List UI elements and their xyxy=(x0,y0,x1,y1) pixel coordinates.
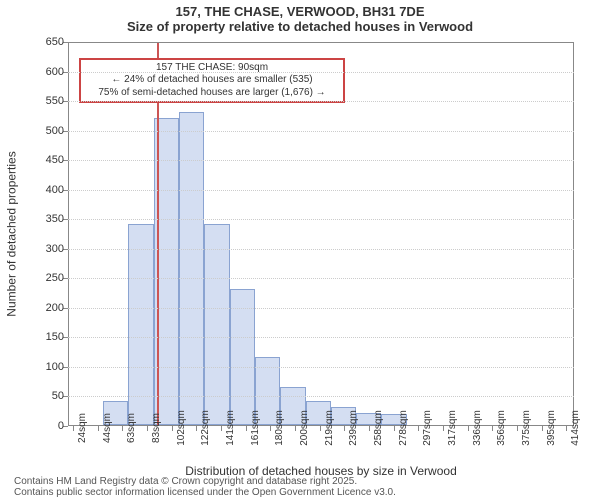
xtick-mark xyxy=(172,426,173,431)
xtick-mark xyxy=(98,426,99,431)
gridline-h xyxy=(68,249,574,250)
ytick-label: 450 xyxy=(28,154,64,166)
xtick-mark xyxy=(196,426,197,431)
ytick-label: 300 xyxy=(28,243,64,255)
xtick-mark xyxy=(443,426,444,431)
xtick-label: 414sqm xyxy=(570,410,581,446)
histogram-bar xyxy=(204,224,229,425)
chart-title-block: 157, THE CHASE, VERWOOD, BH31 7DE Size o… xyxy=(0,4,600,34)
xtick-label: 297sqm xyxy=(422,410,433,446)
xtick-mark xyxy=(320,426,321,431)
xtick-mark xyxy=(369,426,370,431)
caption-line2: Contains public sector information licen… xyxy=(14,487,396,498)
xtick-label: 63sqm xyxy=(126,413,137,443)
ytick-label: 250 xyxy=(28,272,64,284)
chart-title-line2: Size of property relative to detached ho… xyxy=(0,19,600,34)
xtick-mark xyxy=(344,426,345,431)
gridline-h xyxy=(68,367,574,368)
gridline-h xyxy=(68,72,574,73)
xtick-mark xyxy=(418,426,419,431)
annotation-line2: ← 24% of detached houses are smaller (53… xyxy=(85,74,339,87)
xtick-mark xyxy=(517,426,518,431)
xtick-label: 24sqm xyxy=(77,413,88,443)
annotation-box: 157 THE CHASE: 90sqm← 24% of detached ho… xyxy=(79,58,345,104)
ytick-label: 100 xyxy=(28,361,64,373)
ytick-label: 500 xyxy=(28,125,64,137)
xtick-label: 239sqm xyxy=(348,410,359,446)
xtick-label: 200sqm xyxy=(299,410,310,446)
caption-line1: Contains HM Land Registry data © Crown c… xyxy=(14,476,396,487)
xtick-mark xyxy=(147,426,148,431)
ytick-label: 400 xyxy=(28,184,64,196)
xtick-mark xyxy=(492,426,493,431)
xtick-mark xyxy=(122,426,123,431)
xtick-mark xyxy=(221,426,222,431)
gridline-h xyxy=(68,308,574,309)
y-axis-label-wrap: Number of detached properties xyxy=(2,42,22,426)
ytick-label: 600 xyxy=(28,66,64,78)
gridline-h xyxy=(68,219,574,220)
annotation-line3: 75% of semi-detached houses are larger (… xyxy=(85,87,339,100)
chart-root: { "chart": { "type": "histogram", "title… xyxy=(0,0,600,500)
chart-title-line1: 157, THE CHASE, VERWOOD, BH31 7DE xyxy=(0,4,600,19)
gridline-h xyxy=(68,190,574,191)
xtick-label: 356sqm xyxy=(496,410,507,446)
xtick-label: 395sqm xyxy=(546,410,557,446)
xtick-label: 180sqm xyxy=(274,410,285,446)
ytick-label: 350 xyxy=(28,213,64,225)
histogram-bar xyxy=(128,224,153,425)
ytick-label: 200 xyxy=(28,302,64,314)
ytick-label: 650 xyxy=(28,36,64,48)
histogram-bar xyxy=(230,289,255,425)
xtick-mark xyxy=(542,426,543,431)
xtick-mark xyxy=(295,426,296,431)
gridline-h xyxy=(68,160,574,161)
xtick-label: 161sqm xyxy=(250,410,261,446)
ytick-label: 50 xyxy=(28,390,64,402)
xtick-mark xyxy=(394,426,395,431)
xtick-label: 141sqm xyxy=(225,410,236,446)
xtick-label: 278sqm xyxy=(398,410,409,446)
xtick-label: 44sqm xyxy=(102,413,113,443)
xtick-label: 375sqm xyxy=(521,410,532,446)
xtick-label: 258sqm xyxy=(373,410,384,446)
gridline-h xyxy=(68,101,574,102)
xtick-mark xyxy=(566,426,567,431)
xtick-mark xyxy=(270,426,271,431)
gridline-h xyxy=(68,337,574,338)
ytick-label: 0 xyxy=(28,420,64,432)
xtick-label: 219sqm xyxy=(324,410,335,446)
xtick-label: 122sqm xyxy=(200,410,211,446)
gridline-h xyxy=(68,396,574,397)
xtick-label: 336sqm xyxy=(472,410,483,446)
xtick-mark xyxy=(468,426,469,431)
xtick-mark xyxy=(246,426,247,431)
xtick-mark xyxy=(73,426,74,431)
y-axis-label: Number of detached properties xyxy=(5,151,19,316)
gridline-h xyxy=(68,131,574,132)
xtick-label: 102sqm xyxy=(176,410,187,446)
ytick-label: 550 xyxy=(28,95,64,107)
xtick-label: 317sqm xyxy=(447,410,458,446)
gridline-h xyxy=(68,278,574,279)
attribution-caption: Contains HM Land Registry data © Crown c… xyxy=(14,476,396,498)
ytick-label: 150 xyxy=(28,331,64,343)
plot-area: 157 THE CHASE: 90sqm← 24% of detached ho… xyxy=(68,42,574,426)
xtick-label: 83sqm xyxy=(151,413,162,443)
histogram-bar xyxy=(179,112,204,425)
